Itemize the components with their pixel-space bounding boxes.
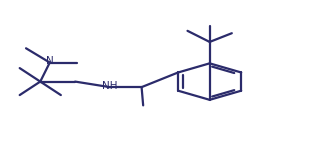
Text: N: N bbox=[46, 56, 54, 66]
Text: NH: NH bbox=[102, 80, 118, 91]
